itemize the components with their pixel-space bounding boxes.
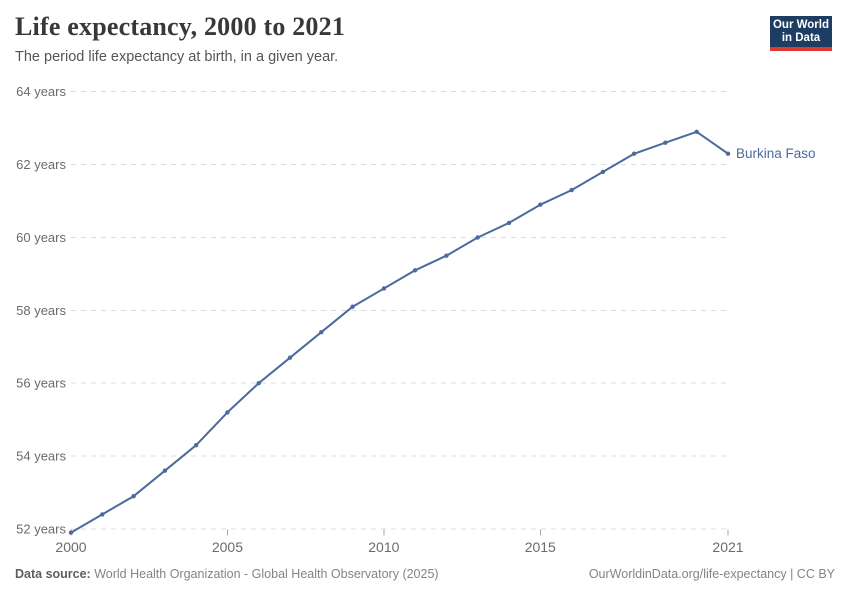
- data-point[interactable]: [475, 235, 480, 240]
- data-point[interactable]: [725, 151, 731, 156]
- owid-logo-line1: Our World: [772, 18, 829, 31]
- chart-subtitle: The period life expectancy at birth, in …: [15, 49, 339, 65]
- x-axis-label: 2000: [55, 539, 86, 555]
- data-point[interactable]: [162, 468, 168, 473]
- data-point[interactable]: [506, 220, 512, 226]
- data-point[interactable]: [444, 253, 449, 258]
- x-axis-label: 2010: [368, 539, 399, 555]
- license-link[interactable]: OurWorldinData.org/life-expectancy | CC …: [588, 567, 835, 581]
- x-axis-label: 2021: [712, 539, 743, 555]
- data-point[interactable]: [381, 286, 387, 291]
- owid-logo[interactable]: Our World in Data: [770, 16, 832, 51]
- data-point[interactable]: [68, 530, 74, 535]
- data-point[interactable]: [694, 129, 699, 134]
- data-point[interactable]: [412, 268, 418, 273]
- data-source-text: World Health Organization - Global Healt…: [90, 567, 439, 581]
- data-source-label: Data source:: [15, 567, 91, 581]
- data-point[interactable]: [569, 187, 574, 193]
- series-end-label[interactable]: Burkina Faso: [736, 146, 816, 161]
- data-point[interactable]: [225, 410, 230, 415]
- y-axis-label: 64 years: [16, 84, 66, 99]
- chart-header: Life expectancy, 2000 to 2021 The period…: [15, 12, 755, 65]
- x-axis-label: 2005: [212, 539, 243, 555]
- owid-logo-line2: in Data: [781, 31, 821, 44]
- data-point[interactable]: [287, 355, 293, 360]
- data-point[interactable]: [350, 304, 355, 309]
- series-line[interactable]: [70, 130, 729, 534]
- y-axis-label: 54 years: [16, 449, 66, 464]
- y-axis-label: 52 years: [16, 522, 66, 537]
- data-point[interactable]: [663, 140, 668, 145]
- data-point[interactable]: [538, 202, 543, 207]
- data-point[interactable]: [131, 494, 136, 499]
- x-axis-label: 2015: [525, 539, 556, 555]
- chart-title: Life expectancy, 2000 to 2021: [15, 12, 346, 41]
- data-point[interactable]: [631, 151, 637, 156]
- y-axis-label: 58 years: [16, 303, 66, 318]
- y-axis-label: 60 years: [16, 230, 66, 245]
- y-axis-label: 62 years: [16, 157, 66, 172]
- chart-footer: Data source: World Health Organization -…: [15, 567, 835, 581]
- data-point[interactable]: [193, 443, 199, 448]
- data-point[interactable]: [600, 169, 606, 175]
- data-point[interactable]: [256, 381, 261, 386]
- data-source-note: Data source: World Health Organization -…: [15, 567, 439, 581]
- data-point[interactable]: [319, 330, 324, 335]
- data-point[interactable]: [100, 512, 105, 517]
- y-axis-label: 56 years: [16, 376, 66, 391]
